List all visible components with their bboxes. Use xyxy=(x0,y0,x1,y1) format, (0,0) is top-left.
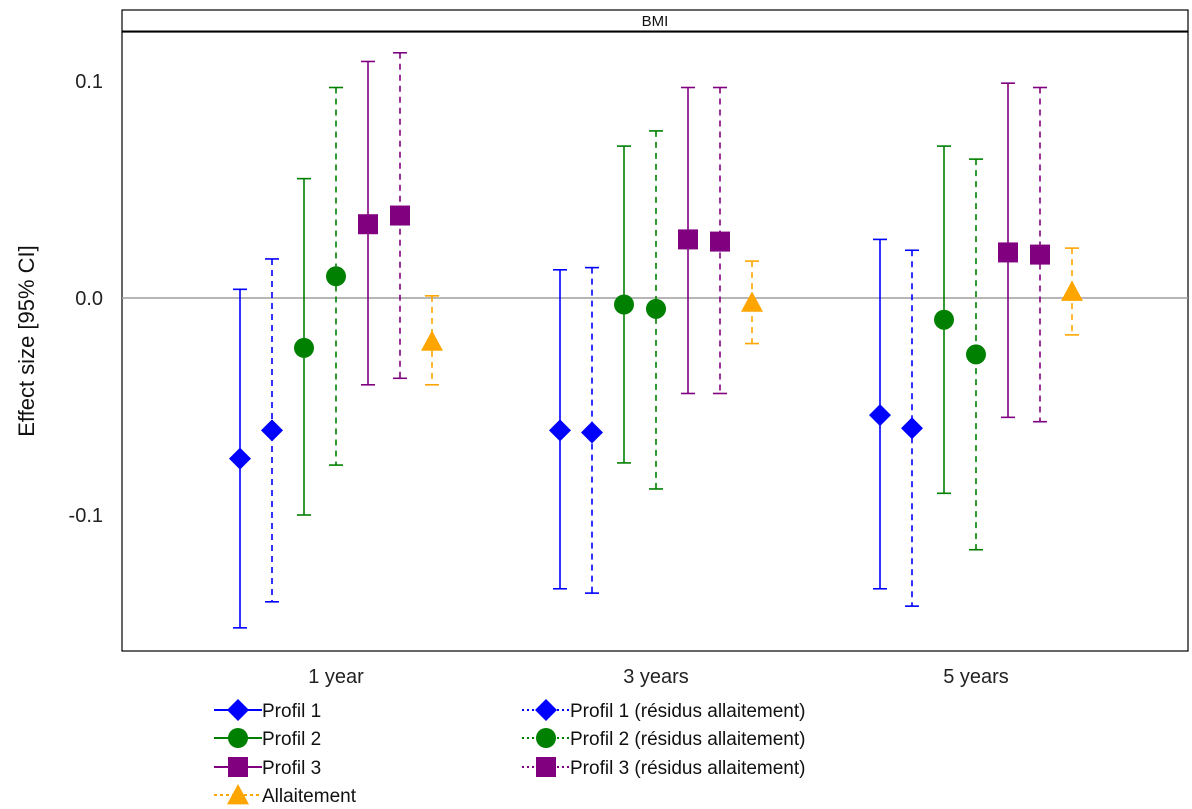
legend-marker-profil-2 xyxy=(228,728,248,748)
point-profil-3-1-year xyxy=(358,214,378,235)
x-tick-label-3-years: 3 years xyxy=(623,666,689,688)
errorbar-profil-1-residus-allaitement-1-year xyxy=(261,258,283,603)
point-profil-1-3-years xyxy=(549,419,571,442)
point-profil-3-residus-allaitement-1-year xyxy=(390,205,410,226)
x-tick-label-1-year: 1 year xyxy=(308,666,364,688)
point-profil-2-residus-allaitement-5-years xyxy=(966,344,986,365)
errorbar-profil-2-1-year xyxy=(294,177,314,516)
point-profil-1-5-years xyxy=(869,404,891,427)
errorbar-allaitement-3-years xyxy=(741,260,763,345)
errorbar-profil-1-3-years xyxy=(549,268,571,590)
legend-label-profil-2: Profil 2 xyxy=(262,729,321,750)
errorbar-profil-2-residus-allaitement-3-years xyxy=(646,130,666,490)
y-tick-label-1: 0.0 xyxy=(75,288,103,310)
legend-marker-profil-3 xyxy=(228,757,248,777)
errorbar-profil-2-residus-allaitement-5-years xyxy=(966,158,986,551)
chart-title: BMI xyxy=(642,13,669,30)
legend-label-profil-1-residus: Profil 1 (résidus allaitement) xyxy=(570,701,805,722)
legend-marker-profil-1 xyxy=(227,699,249,721)
legend: Profil 1 Profil 2 Profil 3 Allaitement P… xyxy=(214,699,805,807)
point-allaitement-5-years xyxy=(1061,280,1083,301)
point-profil-2-residus-allaitement-3-years xyxy=(646,298,666,319)
errorbar-profil-1-5-years xyxy=(869,238,891,590)
legend-marker-profil-2-residus-allaitement xyxy=(536,728,556,748)
y-axis-title: Effect size [95% CI] xyxy=(14,245,39,437)
point-profil-1-1-year xyxy=(229,447,251,470)
errorbar-profil-1-residus-allaitement-5-years xyxy=(901,249,923,607)
legend-label-allaitement: Allaitement xyxy=(262,786,357,807)
point-profil-2-3-years xyxy=(614,294,634,315)
errorbar-profil-2-3-years xyxy=(614,145,634,464)
point-profil-3-5-years xyxy=(998,242,1018,263)
legend-marker-profil-1-residus-allaitement xyxy=(535,699,557,721)
point-profil-2-1-year xyxy=(294,337,314,358)
point-profil-2-residus-allaitement-1-year xyxy=(326,266,346,287)
point-allaitement-3-years xyxy=(741,291,763,312)
legend-marker-allaitement xyxy=(227,784,249,805)
point-allaitement-1-year xyxy=(421,330,443,351)
errorbar-allaitement-5-years xyxy=(1061,247,1083,336)
legend-label-profil-1: Profil 1 xyxy=(262,701,321,722)
y-tick-label-0: 0.1 xyxy=(75,71,103,93)
legend-label-profil-3: Profil 3 xyxy=(262,758,321,779)
point-profil-1-residus-allaitement-1-year xyxy=(261,419,283,442)
legend-label-profil-2-residus: Profil 2 (résidus allaitement) xyxy=(570,729,805,750)
y-tick-label-2: -0.1 xyxy=(69,505,103,527)
errorbar-profil-3-residus-allaitement-5-years xyxy=(1030,86,1050,423)
x-tick-label-5-years: 5 years xyxy=(943,666,1009,688)
errorbar-profil-1-1-year xyxy=(229,288,251,629)
legend-marker-profil-3-residus-allaitement xyxy=(536,757,556,777)
point-profil-3-residus-allaitement-5-years xyxy=(1030,244,1050,265)
point-profil-3-residus-allaitement-3-years xyxy=(710,231,730,252)
errorbar-profil-3-5-years xyxy=(998,82,1018,419)
point-profil-3-3-years xyxy=(678,229,698,250)
point-profil-1-residus-allaitement-5-years xyxy=(901,417,923,440)
errorbar-profil-3-residus-allaitement-1-year xyxy=(390,51,410,380)
errorbar-profil-2-5-years xyxy=(934,145,954,495)
errorbar-profil-3-residus-allaitement-3-years xyxy=(710,86,730,395)
errorbar-profil-1-residus-allaitement-3-years xyxy=(581,266,603,594)
point-profil-2-5-years xyxy=(934,309,954,330)
errorbar-profil-2-residus-allaitement-1-year xyxy=(326,86,346,466)
errorbar-allaitement-1-year xyxy=(421,295,443,386)
point-profil-1-residus-allaitement-3-years xyxy=(581,421,603,444)
legend-label-profil-3-residus: Profil 3 (résidus allaitement) xyxy=(570,758,805,779)
errorbar-profil-3-1-year xyxy=(358,60,378,386)
errorbar-profil-3-3-years xyxy=(678,86,698,395)
plot-panel xyxy=(121,31,1189,652)
